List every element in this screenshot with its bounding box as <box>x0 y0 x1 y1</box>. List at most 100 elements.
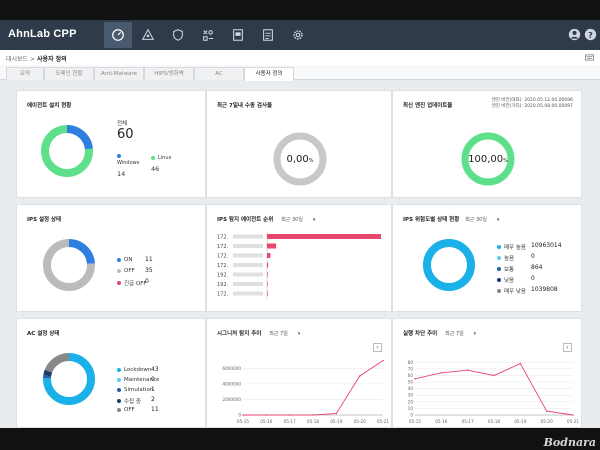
card-title: 최근 7일내 수동 검사율 <box>217 103 273 109</box>
signature-trend-chart: 6000000 4000000 2000000 005-15 05-16 05-17 05-… <box>222 359 389 424</box>
legend-item: OFF <box>117 407 135 413</box>
chevron-down-icon[interactable]: ▾ <box>496 217 500 223</box>
tab-hips-firewall[interactable]: HIPS/방화벽 <box>144 67 194 80</box>
tab-anti-malware[interactable]: Anti-Malware <box>94 67 144 80</box>
donut-segment <box>43 353 95 405</box>
card-title: 에이전트 설치 현황 <box>27 103 72 109</box>
legend-item: OFF <box>117 268 135 274</box>
rank-bar[interactable] <box>267 234 381 239</box>
card-title: IPS 위험도별 상태 현황 최근 30일 ▾ <box>403 215 499 223</box>
signature-trend-period[interactable]: 최근 7일 <box>269 331 288 337</box>
legend-item: Maintenance <box>117 377 159 383</box>
tab-custom[interactable]: 사용자 정의 <box>244 67 294 81</box>
tab-ac[interactable]: AC <box>194 67 244 80</box>
engine-version-label: 엔진 버전(대표) <box>491 98 522 103</box>
data-point[interactable] <box>358 375 361 377</box>
pattern-version: 엔진 버전(기타): 2020.05.08.00.00097 <box>491 104 573 109</box>
engine-update-unit: % <box>503 158 508 164</box>
chevron-down-icon[interactable]: ▾ <box>297 331 301 337</box>
data-point[interactable] <box>466 369 469 371</box>
legend-dot-icon <box>117 258 121 262</box>
ac-status-card: AC 설정 상태 Lockdown 43 Maintenance 0 Simulatio… <box>16 318 206 428</box>
legend-label: 매우 낮음 <box>504 289 526 295</box>
data-point[interactable] <box>265 414 268 416</box>
card-title: 시그니처 탐지 추이 최근 7일 ▾ <box>217 329 300 337</box>
chevron-down-icon[interactable]: ▾ <box>473 331 477 337</box>
network-icon[interactable] <box>134 22 162 48</box>
tools-icon[interactable] <box>194 22 222 48</box>
report-icon[interactable] <box>254 22 282 48</box>
user-icon[interactable] <box>568 28 581 41</box>
ips-rank-chart: 172. 172. 172. 172. 192. 192. 172. <box>217 231 381 300</box>
legend-label: ON <box>124 257 133 263</box>
data-point[interactable] <box>335 412 338 415</box>
ips-threat-period[interactable]: 최근 30일 <box>465 217 487 223</box>
data-point[interactable] <box>414 377 416 380</box>
rank-bar[interactable] <box>267 262 269 268</box>
legend-value: 1039808 <box>531 286 558 293</box>
exec-block-period[interactable]: 최근 7일 <box>445 331 464 337</box>
ips-rank-period[interactable]: 최근 30일 <box>281 217 303 223</box>
rank-bar[interactable] <box>267 291 268 296</box>
data-point[interactable] <box>519 362 522 365</box>
legend-value: 0 <box>151 376 155 383</box>
chevron-down-icon[interactable]: ▾ <box>312 217 316 223</box>
x-tick-label: 05-18 <box>307 419 320 424</box>
shield-icon[interactable] <box>164 22 192 48</box>
data-point[interactable] <box>288 414 291 416</box>
top-nav-bar: AhnLab CPP ? <box>0 20 600 50</box>
app-logo[interactable]: AhnLab CPP <box>8 28 77 40</box>
data-point[interactable] <box>382 359 384 362</box>
engine-update-gauge <box>461 132 515 186</box>
tab-bar: 요약 도메인 현황 Anti-Malware HIPS/방화벽 AC 사용자 정… <box>0 65 600 81</box>
y-tick-label: 6000000 <box>222 366 241 371</box>
rank-bar[interactable] <box>267 243 277 249</box>
manual-scan-value: 0,00 <box>286 154 309 165</box>
rank-bar[interactable] <box>267 281 268 287</box>
keyboard-icon[interactable] <box>585 54 594 61</box>
signature-next-button[interactable]: › <box>373 343 382 352</box>
settings-icon[interactable] <box>284 22 312 48</box>
x-tick-label: 05-16 <box>260 419 273 424</box>
total-count: 60 <box>117 127 134 142</box>
legend-item: ON <box>117 257 132 263</box>
ips-rank-card: IPS 탐지 에이전트 순위 최근 30일 ▾ 172. 172. 172. 172.… <box>206 204 392 312</box>
data-point[interactable] <box>242 414 244 416</box>
legend-item: Simulation <box>117 387 153 393</box>
ac-status-donut <box>43 353 95 405</box>
legend-dot-icon <box>117 269 121 273</box>
x-tick-label: 05-15 <box>409 419 422 424</box>
donut-segment <box>43 239 95 291</box>
pattern-version-value: 2020.05.08.00.00097 <box>524 104 573 109</box>
legend-value: 0 <box>145 278 149 285</box>
rank-bar[interactable] <box>267 253 271 258</box>
manual-scan-card: 최근 7일내 수동 검사율 0,00% <box>206 90 392 198</box>
y-tick-label: 40 <box>408 386 414 391</box>
data-point[interactable] <box>545 410 548 412</box>
document-icon[interactable] <box>224 22 252 48</box>
data-point[interactable] <box>572 414 574 416</box>
legend-item: 긴급 OFF <box>117 279 147 287</box>
x-tick-label: 05-17 <box>284 419 297 424</box>
legend-value: 864 <box>531 264 543 271</box>
app-window: AhnLab CPP ? 대시보드 > 사용자 정의 <box>0 20 600 428</box>
breadcrumb-parent[interactable]: 대시보드 <box>6 56 29 63</box>
ips-threat-title: IPS 위험도별 상태 현황 <box>403 217 460 223</box>
rank-bar[interactable] <box>267 272 268 277</box>
legend-dot-icon <box>117 281 121 285</box>
data-point[interactable] <box>440 372 443 374</box>
windows-dot-icon <box>117 154 121 158</box>
ips-status-donut <box>43 239 95 291</box>
tab-summary[interactable]: 요약 <box>6 67 44 80</box>
tab-domain-status[interactable]: 도메인 현황 <box>44 67 94 80</box>
exec-block-next-button[interactable]: › <box>563 343 572 352</box>
legend-label: 높음 <box>504 256 515 262</box>
help-icon[interactable]: ? <box>584 28 597 41</box>
legend-value: 2 <box>151 396 155 403</box>
dashboard-icon[interactable] <box>104 22 132 48</box>
y-tick-label: 50 <box>408 380 414 385</box>
engine-version-value: 2020.05.12.00.00096 <box>524 98 573 103</box>
data-point[interactable] <box>312 414 314 416</box>
x-tick-label: 05-19 <box>330 419 343 424</box>
data-point[interactable] <box>493 374 495 377</box>
